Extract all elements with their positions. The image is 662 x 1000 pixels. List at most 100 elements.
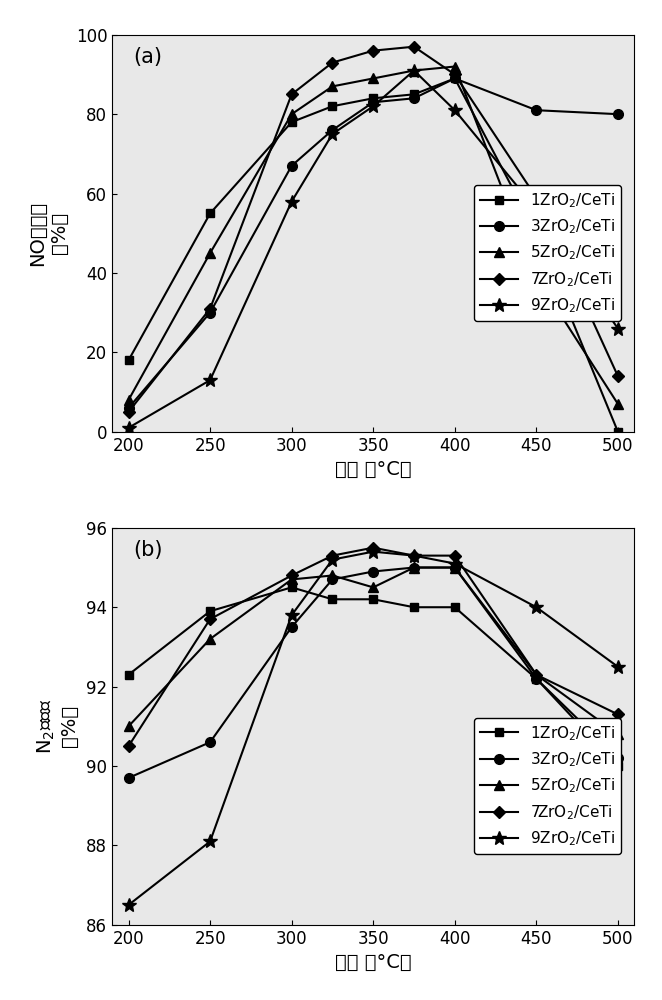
5ZrO$_2$/CeTi [288,573,296,585]
7ZrO$_2$/CeTi [532,669,540,681]
3ZrO$_2$/CeTi [206,736,214,748]
Line: 7ZrO$_2$/CeTi: 7ZrO$_2$/CeTi [124,544,622,750]
7ZrO$_2$/CeTi [614,708,622,720]
5ZrO$_2$/CeTi [206,247,214,259]
3ZrO$_2$/CeTi [532,673,540,685]
7ZrO$_2$/CeTi [288,569,296,581]
5ZrO$_2$/CeTi [532,271,540,283]
1ZrO$_2$/CeTi [206,207,214,219]
9ZrO$_2$/CeTi [124,422,132,434]
5ZrO$_2$/CeTi [410,65,418,77]
7ZrO$_2$/CeTi [410,550,418,562]
9ZrO$_2$/CeTi [288,609,296,621]
7ZrO$_2$/CeTi [369,542,377,554]
9ZrO$_2$/CeTi [451,558,459,570]
3ZrO$_2$/CeTi [614,752,622,764]
3ZrO$_2$/CeTi [328,573,336,585]
7ZrO$_2$/CeTi [288,88,296,100]
1ZrO$_2$/CeTi [451,601,459,613]
9ZrO$_2$/CeTi [532,601,540,613]
3ZrO$_2$/CeTi [369,96,377,108]
5ZrO$_2$/CeTi [328,569,336,581]
9ZrO$_2$/CeTi [206,835,214,847]
1ZrO$_2$/CeTi [124,354,132,366]
7ZrO$_2$/CeTi [206,613,214,625]
5ZrO$_2$/CeTi [369,581,377,593]
7ZrO$_2$/CeTi [614,370,622,382]
1ZrO$_2$/CeTi [532,673,540,685]
3ZrO$_2$/CeTi [614,108,622,120]
1ZrO$_2$/CeTi [124,669,132,681]
9ZrO$_2$/CeTi [410,65,418,77]
5ZrO$_2$/CeTi [328,80,336,92]
1ZrO$_2$/CeTi [328,100,336,112]
Legend: 1ZrO$_2$/CeTi, 3ZrO$_2$/CeTi, 5ZrO$_2$/CeTi, 7ZrO$_2$/CeTi, 9ZrO$_2$/CeTi: 1ZrO$_2$/CeTi, 3ZrO$_2$/CeTi, 5ZrO$_2$/C… [473,185,622,321]
9ZrO$_2$/CeTi [614,323,622,335]
X-axis label: 温度 （°C）: 温度 （°C） [335,953,412,972]
1ZrO$_2$/CeTi [532,227,540,239]
7ZrO$_2$/CeTi [206,303,214,315]
Line: 3ZrO$_2$/CeTi: 3ZrO$_2$/CeTi [124,563,623,783]
Y-axis label: NO转化率
（%）: NO转化率 （%） [28,201,69,266]
3ZrO$_2$/CeTi [328,124,336,136]
Line: 5ZrO$_2$/CeTi: 5ZrO$_2$/CeTi [124,62,623,409]
3ZrO$_2$/CeTi [451,72,459,84]
Line: 9ZrO$_2$/CeTi: 9ZrO$_2$/CeTi [122,545,625,912]
3ZrO$_2$/CeTi [410,562,418,574]
9ZrO$_2$/CeTi [206,374,214,386]
7ZrO$_2$/CeTi [369,45,377,57]
Line: 9ZrO$_2$/CeTi: 9ZrO$_2$/CeTi [122,64,625,435]
3ZrO$_2$/CeTi [369,566,377,578]
1ZrO$_2$/CeTi [288,116,296,128]
9ZrO$_2$/CeTi [451,104,459,116]
3ZrO$_2$/CeTi [124,772,132,784]
9ZrO$_2$/CeTi [369,546,377,558]
9ZrO$_2$/CeTi [614,661,622,673]
9ZrO$_2$/CeTi [328,554,336,566]
Y-axis label: N$_2$选择性
（%）: N$_2$选择性 （%） [36,699,79,754]
5ZrO$_2$/CeTi [288,108,296,120]
1ZrO$_2$/CeTi [410,88,418,100]
5ZrO$_2$/CeTi [451,61,459,73]
9ZrO$_2$/CeTi [124,899,132,911]
1ZrO$_2$/CeTi [451,72,459,84]
Line: 3ZrO$_2$/CeTi: 3ZrO$_2$/CeTi [124,74,623,413]
3ZrO$_2$/CeTi [451,562,459,574]
9ZrO$_2$/CeTi [288,196,296,208]
Line: 1ZrO$_2$/CeTi: 1ZrO$_2$/CeTi [124,74,622,436]
1ZrO$_2$/CeTi [206,605,214,617]
7ZrO$_2$/CeTi [410,41,418,53]
3ZrO$_2$/CeTi [532,104,540,116]
5ZrO$_2$/CeTi [124,394,132,406]
7ZrO$_2$/CeTi [124,406,132,418]
5ZrO$_2$/CeTi [451,562,459,574]
7ZrO$_2$/CeTi [124,740,132,752]
7ZrO$_2$/CeTi [451,68,459,80]
9ZrO$_2$/CeTi [369,100,377,112]
1ZrO$_2$/CeTi [614,426,622,438]
1ZrO$_2$/CeTi [328,593,336,605]
1ZrO$_2$/CeTi [288,581,296,593]
7ZrO$_2$/CeTi [328,550,336,562]
Text: (b): (b) [133,540,163,560]
3ZrO$_2$/CeTi [410,92,418,104]
X-axis label: 温度 （°C）: 温度 （°C） [335,460,412,479]
1ZrO$_2$/CeTi [369,593,377,605]
7ZrO$_2$/CeTi [328,57,336,69]
5ZrO$_2$/CeTi [206,633,214,645]
5ZrO$_2$/CeTi [614,728,622,740]
1ZrO$_2$/CeTi [614,760,622,772]
9ZrO$_2$/CeTi [532,203,540,215]
Line: 5ZrO$_2$/CeTi: 5ZrO$_2$/CeTi [124,563,623,739]
5ZrO$_2$/CeTi [532,669,540,681]
5ZrO$_2$/CeTi [124,720,132,732]
3ZrO$_2$/CeTi [288,621,296,633]
Line: 1ZrO$_2$/CeTi: 1ZrO$_2$/CeTi [124,583,622,770]
3ZrO$_2$/CeTi [288,160,296,172]
7ZrO$_2$/CeTi [451,550,459,562]
9ZrO$_2$/CeTi [328,128,336,140]
9ZrO$_2$/CeTi [410,550,418,562]
3ZrO$_2$/CeTi [124,402,132,414]
5ZrO$_2$/CeTi [369,72,377,84]
5ZrO$_2$/CeTi [410,562,418,574]
